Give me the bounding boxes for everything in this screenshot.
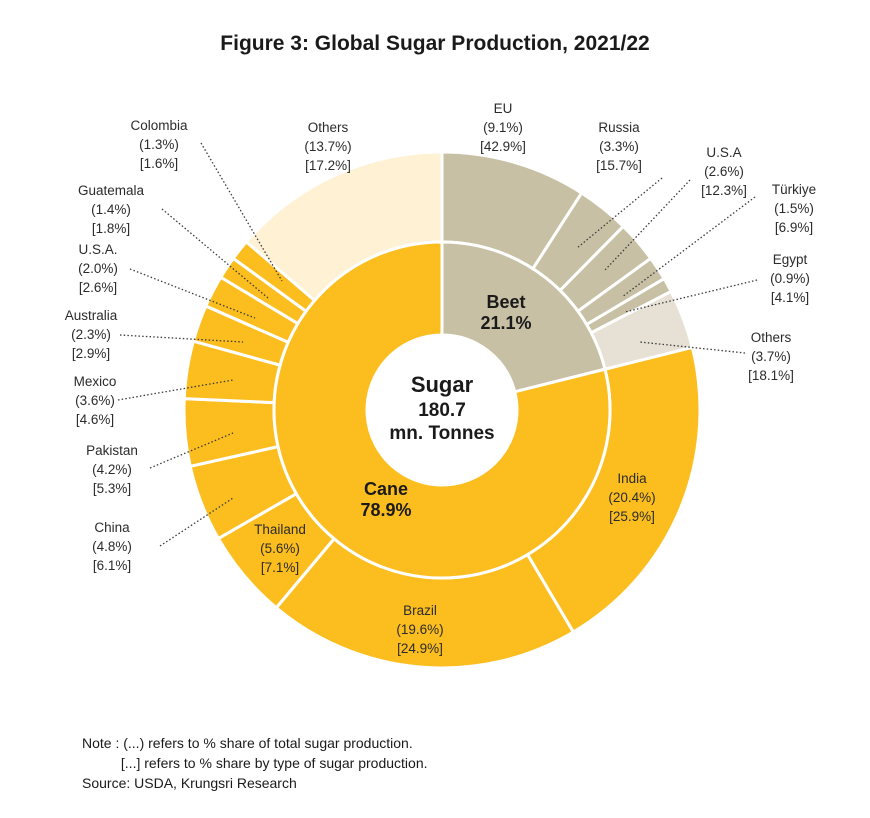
- outer-label-cane-mexico: Mexico (3.6%) [4.6%]: [74, 374, 117, 427]
- outer-label-cane-china: China (4.8%) [6.1%]: [92, 520, 132, 573]
- center-label: Sugar 180.7mn. Tonnes: [389, 372, 494, 444]
- leader-line-u-s-a: [129, 268, 256, 319]
- outer-label-cane-brazil: Brazil (19.6%) [24.9%]: [396, 603, 443, 656]
- inner-label-beet: Beet 21.1%: [480, 292, 531, 333]
- leader-lines: [117, 142, 758, 547]
- outer-label-cane-guatemala: Guatemala (1.4%) [1.8%]: [78, 183, 145, 236]
- center-hole: [367, 335, 517, 485]
- note-line: Note : (...) refers to % share of total …: [82, 735, 413, 751]
- inner-label-cane: Cane 78.9%: [360, 479, 411, 520]
- leader-line-colombia: [200, 142, 283, 282]
- note-line: Source: USDA, Krungsri Research: [82, 775, 297, 791]
- outer-label-beet-eu: EU (9.1%) [42.9%]: [480, 101, 526, 154]
- outer-label-beet-russia: Russia (3.3%) [15.7%]: [596, 120, 642, 173]
- slice-labels: Beet 21.1% Cane 78.9% EU (9.1%) [42.9%] Russia(…: [65, 101, 816, 656]
- outer-label-beet-u-s-a: U.S.A (2.6%) [12.3%]: [701, 145, 747, 198]
- leader-line-guatemala: [161, 208, 269, 299]
- outer-label-cane-australia: Australia (2.3%) [2.9%]: [65, 308, 118, 361]
- outer-label-cane-colombia: Colombia (1.3%) [1.6%]: [130, 118, 188, 171]
- outer-label-cane-thailand: Thailand (5.6%) [7.1%]: [254, 522, 306, 575]
- outer-label-beet-others: Others (3.7%) [18.1%]: [748, 330, 794, 383]
- outer-label-beet-t-rkiye: Türkiye (1.5%) [6.9%]: [772, 182, 816, 235]
- chart-notes: Note : (...) refers to % share of total …: [82, 733, 428, 793]
- leader-line-pakistan: [149, 432, 234, 469]
- leader-line-others: [639, 341, 746, 354]
- note-line: [...] refers to % share by type of sugar…: [82, 755, 428, 771]
- center-label-line: mn. Tonnes: [389, 423, 494, 444]
- outer-label-cane-u-s-a: U.S.A. (2.0%) [2.6%]: [78, 242, 118, 295]
- leader-line-mexico: [117, 379, 234, 401]
- inner-ring: [272, 240, 612, 580]
- outer-label-cane-india: India (20.4%) [25.9%]: [608, 471, 655, 524]
- outer-ring: [182, 150, 702, 670]
- outer-label-cane-others: Others (13.7%) [17.2%]: [304, 120, 351, 173]
- center-label-line: 180.7: [418, 400, 466, 421]
- center-label-line: Sugar: [411, 372, 474, 397]
- chart-title: Figure 3: Global Sugar Production, 2021/…: [220, 32, 650, 55]
- outer-label-beet-egypt: Egypt (0.9%) [4.1%]: [770, 252, 810, 305]
- outer-label-cane-pakistan: Pakistan (4.2%) [5.3%]: [86, 443, 138, 496]
- leader-line-egypt: [624, 279, 758, 313]
